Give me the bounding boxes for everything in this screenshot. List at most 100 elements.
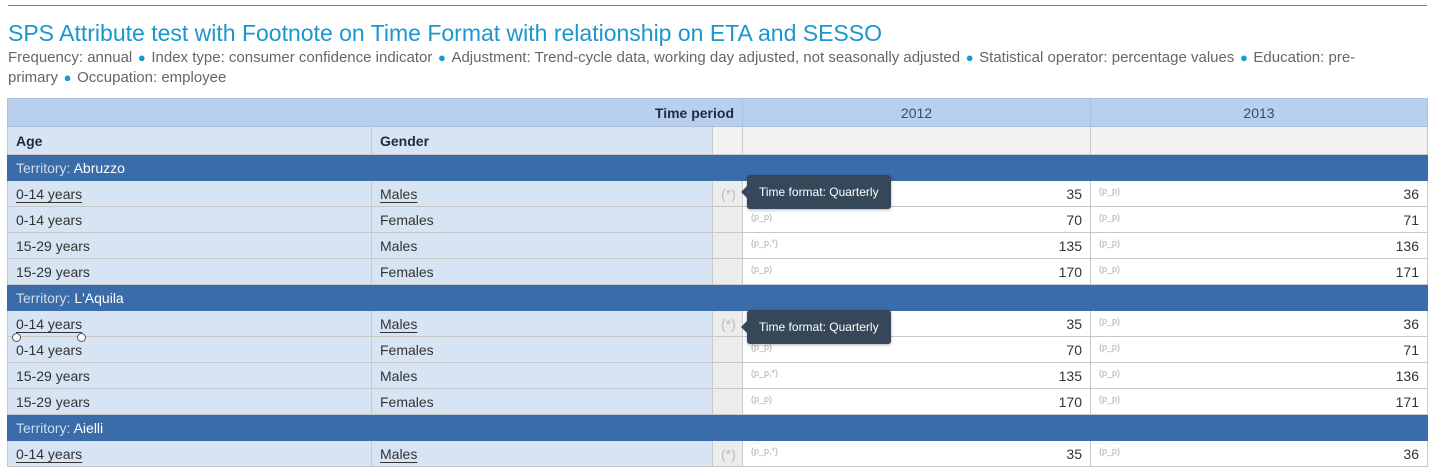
- table-row: 0-14 years Females (p_p) 70 (p_p) 71: [7, 336, 1428, 363]
- territory-name: Aielli: [73, 419, 104, 436]
- value-cell-2012[interactable]: (p_p) 170: [742, 258, 1091, 285]
- value-cell-2013[interactable]: (p_p) 36: [1090, 440, 1428, 467]
- footnote-flag[interactable]: [712, 388, 743, 415]
- value-cell-2012[interactable]: (p_p,*) 35: [742, 440, 1091, 467]
- value-flag: (p_p): [751, 394, 773, 404]
- value-number: 71: [1403, 341, 1419, 358]
- value-flag: (p_p,*): [751, 368, 779, 378]
- selection-start-handle[interactable]: [12, 333, 21, 342]
- value-flag: (p_p): [1099, 394, 1121, 404]
- time-period-header-row: Time period 2012 2013: [7, 98, 1428, 127]
- subtitle-value: employee: [161, 69, 227, 86]
- gender-cell[interactable]: Females: [371, 258, 713, 285]
- gender-cell[interactable]: Males: [371, 440, 713, 467]
- territory-label: Territory:: [16, 159, 71, 176]
- period-2012-header[interactable]: 2012: [742, 98, 1091, 127]
- territory-section-row: Territory: Abruzzo: [7, 154, 1428, 181]
- territory-section-header: Territory: Aielli: [7, 414, 1428, 441]
- gender-column-header[interactable]: Gender: [371, 126, 713, 155]
- value-cell-2013[interactable]: (p_p) 171: [1090, 258, 1428, 285]
- gender-value: Females: [380, 393, 434, 410]
- gender-cell[interactable]: Males: [371, 232, 713, 259]
- territory-section-header: Territory: Abruzzo: [7, 154, 1428, 181]
- territory-section-header: Territory: L'Aquila: [7, 284, 1428, 311]
- page-title: SPS Attribute test with Footnote on Time…: [8, 20, 882, 46]
- value-flag: (p_p): [1099, 342, 1121, 352]
- gender-cell[interactable]: Females: [371, 388, 713, 415]
- value-flag: (p_p): [751, 212, 773, 222]
- gender-value: Males: [380, 315, 418, 332]
- age-cell[interactable]: 0-14 years: [7, 180, 372, 207]
- period-2013-header[interactable]: 2013: [1090, 98, 1428, 127]
- subtitle: Frequency: annual ● Index type: consumer…: [8, 49, 1356, 86]
- age-cell[interactable]: 15-29 years: [7, 362, 372, 389]
- value-cell-2013[interactable]: (p_p) 136: [1090, 232, 1428, 259]
- gender-cell[interactable]: Males: [371, 362, 713, 389]
- title-rule: [8, 5, 1427, 6]
- footnote-flag[interactable]: [712, 336, 743, 363]
- value-flag: (p_p): [751, 264, 773, 274]
- footnote-flag[interactable]: [712, 258, 743, 285]
- value-flag: (p_p): [1099, 446, 1121, 456]
- age-value: 0-14 years: [16, 211, 83, 228]
- selection-end-handle[interactable]: [77, 333, 86, 342]
- footnote-flag[interactable]: [712, 206, 743, 233]
- value-number: 36: [1403, 445, 1419, 462]
- value-cell-2012[interactable]: (p_p) 170: [742, 388, 1091, 415]
- value-cell-2013[interactable]: (p_p) 71: [1090, 336, 1428, 363]
- footnote-flag[interactable]: (*): [712, 310, 743, 337]
- value-flag: (p_p): [1099, 264, 1121, 274]
- separator-dot: ●: [60, 70, 76, 85]
- value-number: 36: [1403, 315, 1419, 332]
- value-cell-2013[interactable]: (p_p) 136: [1090, 362, 1428, 389]
- value-cell-2012[interactable]: (p_p) 70: [742, 206, 1091, 233]
- gender-value: Males: [380, 237, 418, 254]
- table-row: 0-14 years Males (*) (p_p,*) 35 (p_p) 36: [7, 440, 1428, 467]
- value-cell-2013[interactable]: (p_p) 36: [1090, 310, 1428, 337]
- age-value: 0-14 years: [16, 185, 83, 202]
- age-cell[interactable]: 15-29 years: [7, 388, 372, 415]
- value-flag: (p_p): [1099, 238, 1121, 248]
- gender-value: Males: [380, 445, 418, 462]
- table-row: 15-29 years Males (p_p,*) 135 (p_p) 136: [7, 232, 1428, 259]
- subtitle-value: Trend-cycle data, working day adjusted, …: [534, 49, 961, 66]
- age-cell[interactable]: 0-14 years: [7, 336, 372, 363]
- time-format-tooltip: Time format: Quarterly: [741, 175, 891, 209]
- age-value: 0-14 years: [16, 315, 83, 332]
- subtitle-item: Education: [1253, 49, 1321, 66]
- value-flag: (p_p): [1099, 186, 1121, 196]
- value-number: 136: [1395, 367, 1419, 384]
- footnote-flag[interactable]: (*): [712, 180, 743, 207]
- gender-cell[interactable]: Females: [371, 206, 713, 233]
- age-cell[interactable]: 15-29 years: [7, 232, 372, 259]
- age-value: 15-29 years: [16, 393, 90, 410]
- footnote-flag[interactable]: [712, 232, 743, 259]
- age-column-header[interactable]: Age: [7, 126, 372, 155]
- value-cell-2013[interactable]: (p_p) 171: [1090, 388, 1428, 415]
- gender-cell[interactable]: Females: [371, 336, 713, 363]
- value-cell-2013[interactable]: (p_p) 71: [1090, 206, 1428, 233]
- value-column-header-2013: [1090, 126, 1428, 155]
- value-number: 70: [1066, 341, 1082, 358]
- value-number: 35: [1066, 185, 1082, 202]
- value-cell-2012[interactable]: (p_p,*) 135: [742, 232, 1091, 259]
- value-cell-2013[interactable]: (p_p) 36: [1090, 180, 1428, 207]
- value-cell-2012[interactable]: (p_p,*) 135: [742, 362, 1091, 389]
- table-row: 0-14 years Males (*) 35 (p_p) 36: [7, 310, 1428, 337]
- gender-cell[interactable]: Males: [371, 180, 713, 207]
- age-cell[interactable]: 15-29 years: [7, 258, 372, 285]
- age-cell[interactable]: 0-14 years: [7, 206, 372, 233]
- subtitle-item: Frequency: [8, 49, 79, 66]
- footnote-flag[interactable]: (*): [712, 440, 743, 467]
- footnote-flag[interactable]: [712, 362, 743, 389]
- gender-cell[interactable]: Males: [371, 310, 713, 337]
- age-value: 15-29 years: [16, 237, 90, 254]
- value-number: 35: [1066, 315, 1082, 332]
- age-cell[interactable]: 0-14 years: [7, 310, 372, 337]
- dimension-header-row: Age Gender: [7, 126, 1428, 155]
- table-row: 0-14 years Males (*) 35 (p_p) 36: [7, 180, 1428, 207]
- separator-dot: ●: [1236, 50, 1252, 65]
- table-row: 15-29 years Females (p_p) 170 (p_p) 171: [7, 388, 1428, 415]
- gender-value: Females: [380, 211, 434, 228]
- age-cell[interactable]: 0-14 years: [7, 440, 372, 467]
